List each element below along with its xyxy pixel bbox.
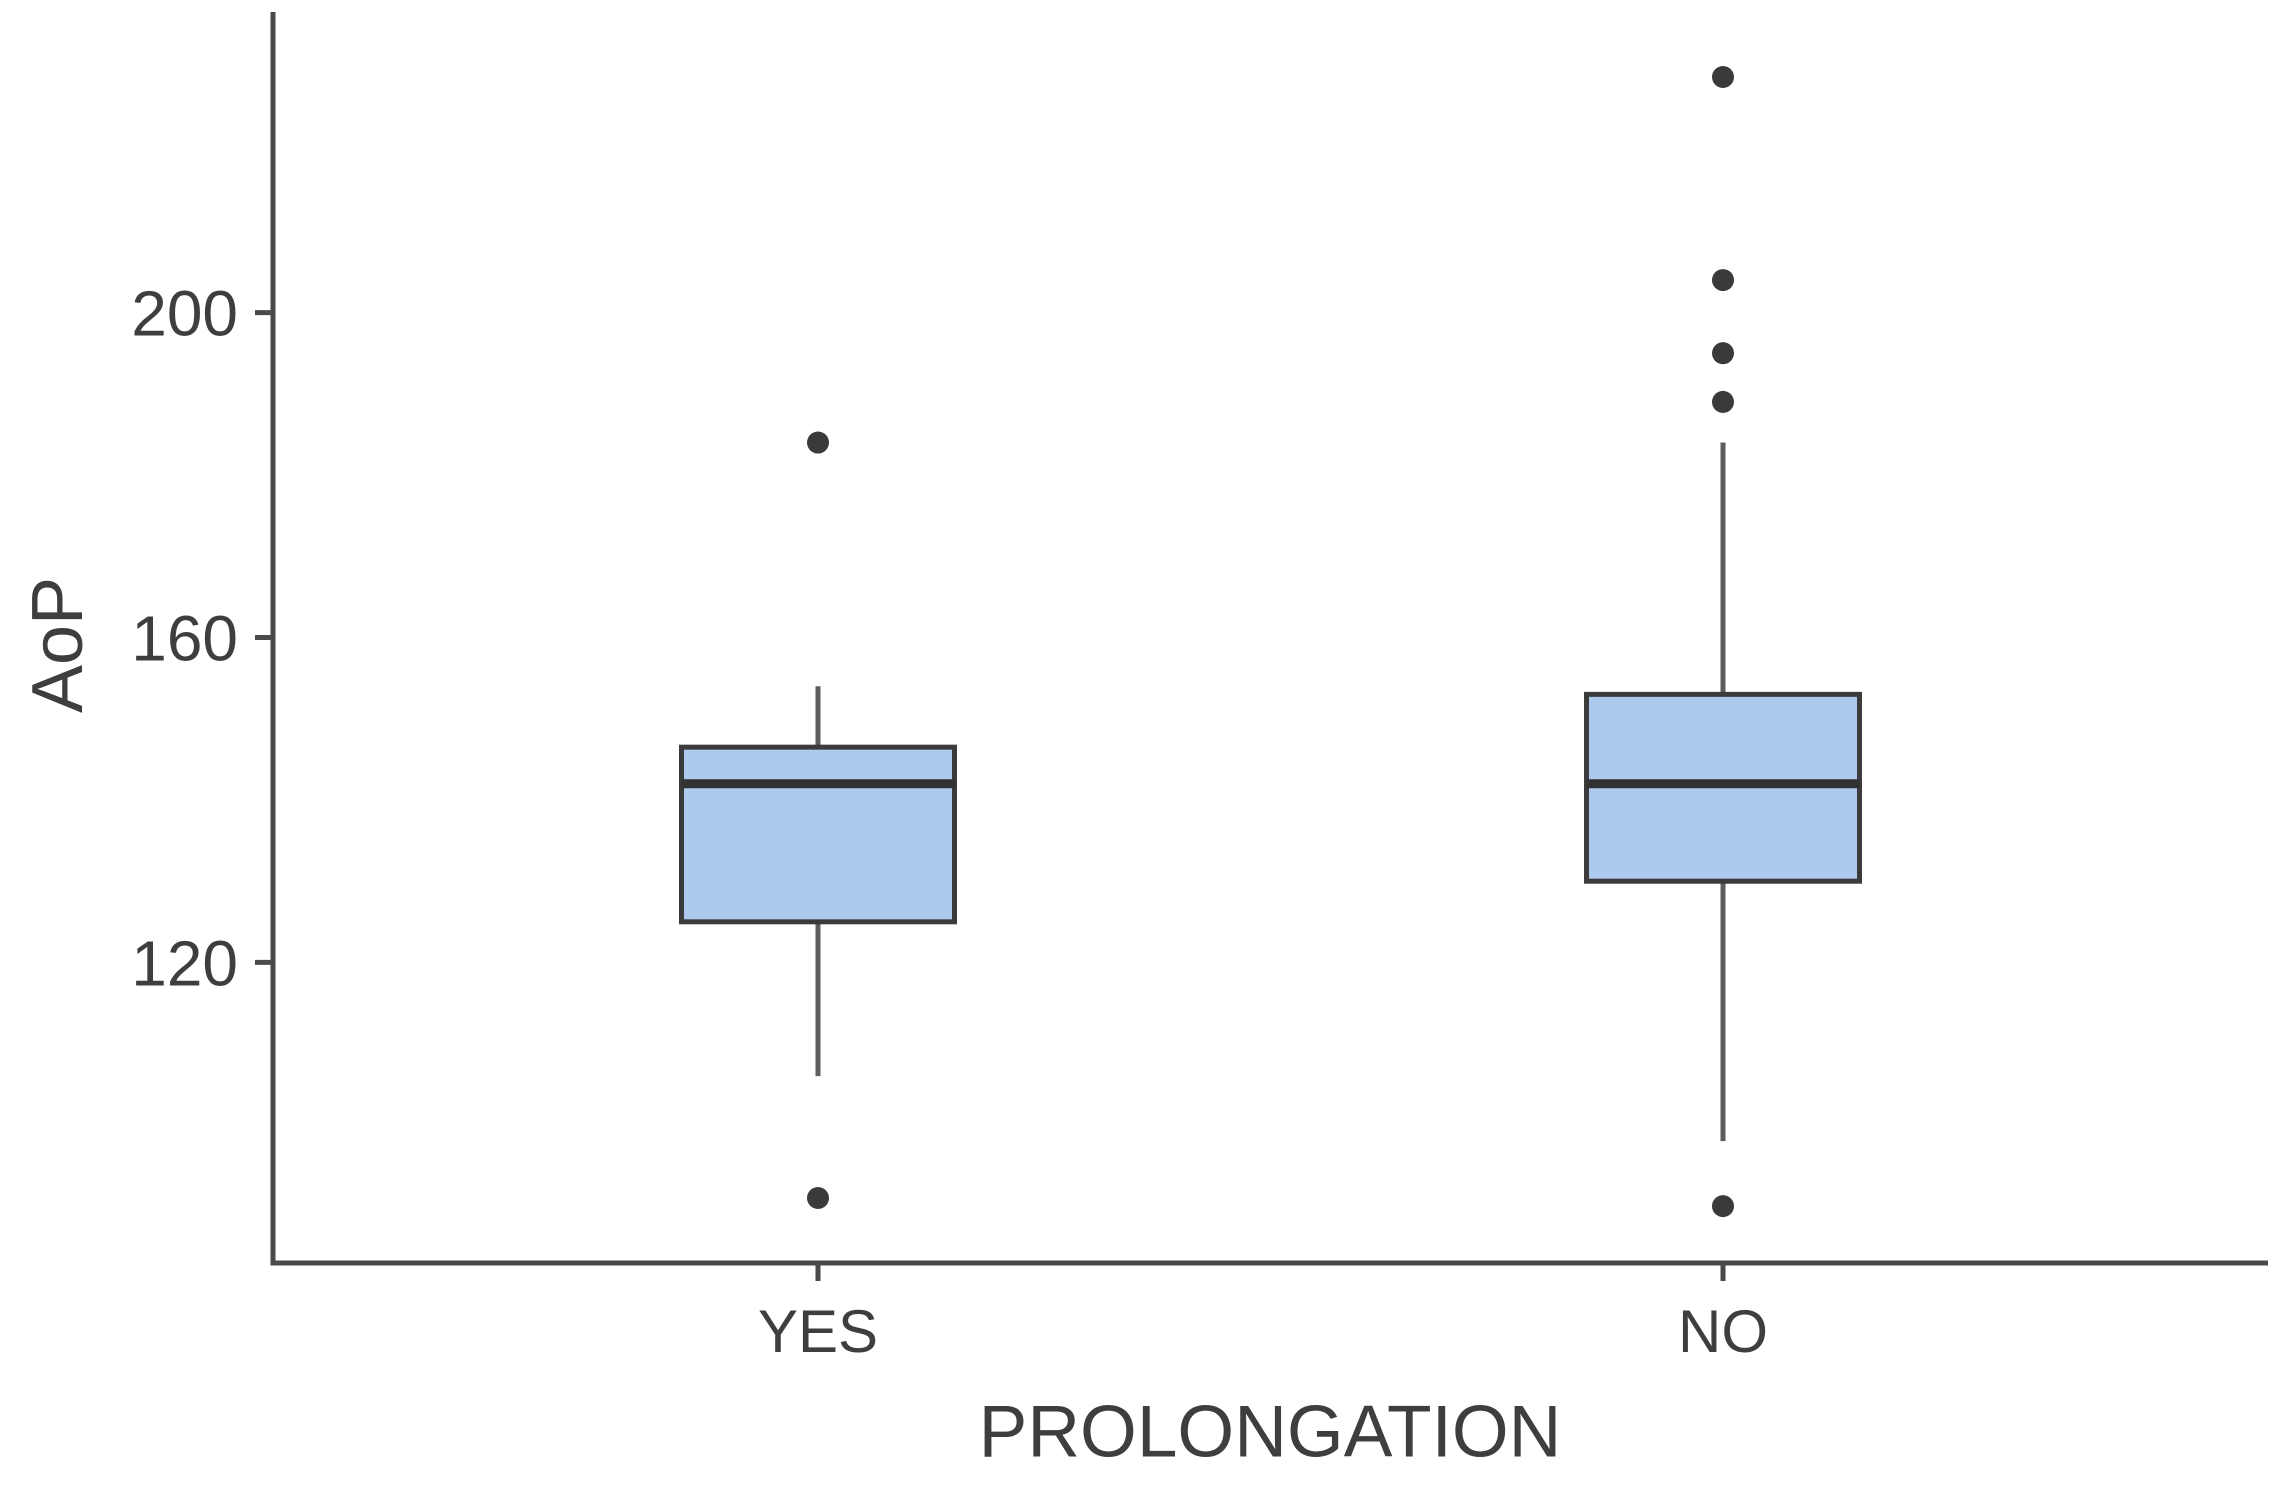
- outlier-point-yes: [807, 1187, 829, 1210]
- outlier-point-no: [1712, 342, 1734, 365]
- y-tick-label-200: 200: [131, 278, 238, 350]
- outlier-point-no: [1712, 390, 1734, 413]
- outlier-point-no: [1712, 1195, 1734, 1218]
- outlier-point-no: [1712, 269, 1734, 292]
- x-category-label-yes: YES: [758, 1298, 878, 1365]
- box-iqr-yes: [679, 744, 957, 925]
- y-axis-title: AoP: [18, 576, 98, 714]
- outlier-point-yes: [807, 431, 829, 454]
- y-tick-label-120: 120: [131, 927, 238, 999]
- outlier-point-no: [1712, 65, 1734, 88]
- y-tick-label-160: 160: [131, 603, 238, 675]
- x-axis-title: PROLONGATION: [978, 1391, 1562, 1473]
- x-category-label-no: NO: [1678, 1298, 1768, 1365]
